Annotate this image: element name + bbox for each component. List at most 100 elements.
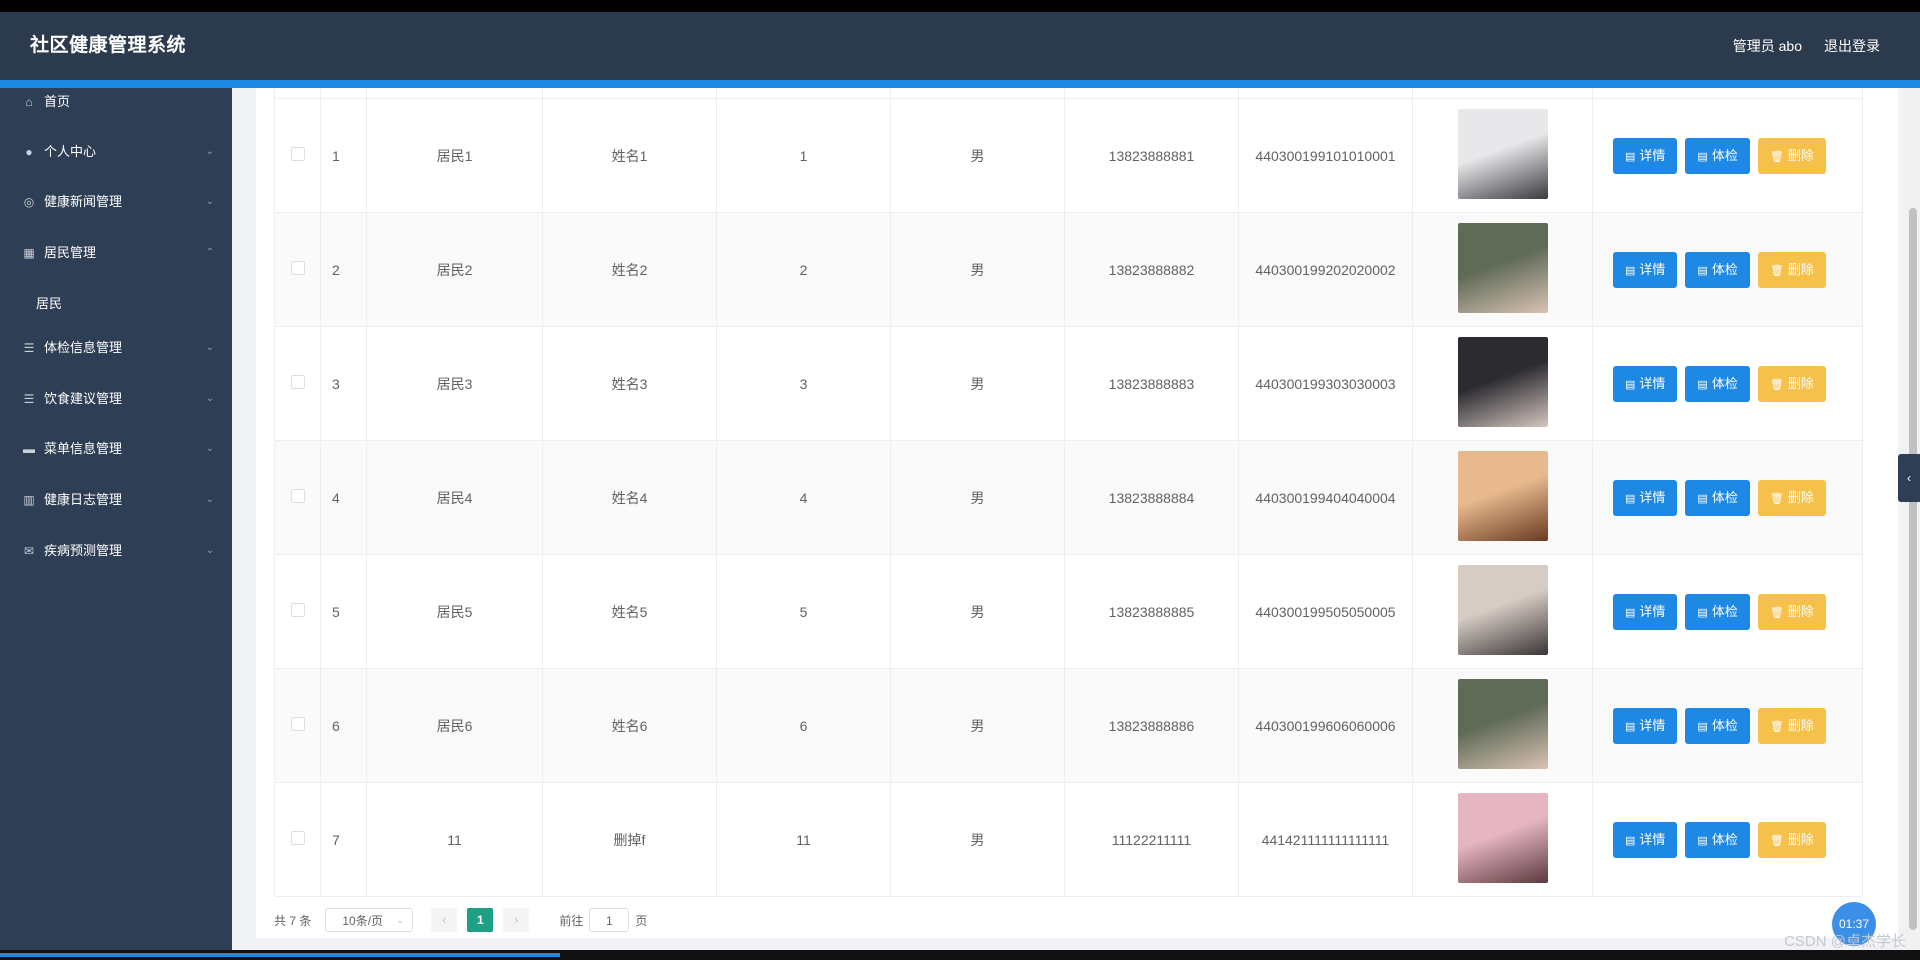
table-body: 1 居民1 姓名1 1 男 13823888881 440300199101010001 ▤ 详…	[274, 88, 1863, 897]
document-icon: ▤	[1625, 606, 1636, 619]
document-icon: ▤	[1697, 378, 1708, 391]
row-checkbox[interactable]	[290, 489, 305, 503]
scrollbar-thumb[interactable]	[1909, 208, 1917, 930]
sidebar-item-diet-advice[interactable]: ☰ 饮食建议管理 ⌄	[0, 379, 232, 419]
sidebar-item-resident-management[interactable]: ▦ 居民管理 ⌃	[0, 233, 232, 273]
resident-photo[interactable]	[1457, 337, 1548, 427]
row-checkbox[interactable]	[290, 603, 305, 617]
checkup-label: 体检	[1711, 147, 1738, 163]
document-icon: ▤	[1625, 378, 1636, 391]
idcard-cell: 440300199303030003	[1238, 326, 1413, 441]
row-checkbox-cell	[274, 98, 321, 213]
sidebar-item-label: 个人中心	[44, 144, 97, 159]
document-icon: ▤	[1697, 150, 1708, 163]
checkup-button[interactable]: ▤ 体检	[1685, 251, 1750, 288]
sidebar: ⌂ 首页 ● 个人中心 ⌄ ◎ 健康新闻管理 ⌄ ▦ 居民管理 ⌃ 居民 ☰ 体…	[0, 88, 232, 950]
account-cell: 居民3	[366, 326, 543, 441]
checkup-button[interactable]: ▤ 体检	[1685, 707, 1750, 744]
row-checkbox[interactable]	[290, 261, 305, 275]
checkup-button[interactable]: ▤ 体检	[1685, 821, 1750, 858]
row-actions: ▤ 详情 ▤ 体检 🗑 删除	[1593, 251, 1862, 288]
chevron-down-icon: ⌄	[205, 443, 214, 454]
app-title: 社区健康管理系统	[30, 35, 187, 56]
resident-photo[interactable]	[1457, 451, 1548, 541]
delete-button[interactable]: 🗑 删除	[1757, 137, 1826, 174]
video-progress-bar[interactable]	[0, 950, 1920, 960]
resident-photo[interactable]	[1457, 223, 1548, 313]
delete-button[interactable]: 🗑 删除	[1757, 707, 1826, 744]
checkup-button[interactable]: ▤ 体检	[1685, 593, 1750, 630]
row-actions: ▤ 详情 ▤ 体检 🗑 删除	[1593, 365, 1862, 402]
row-checkbox[interactable]	[290, 147, 305, 161]
collapse-toggle-icon[interactable]: ‹	[1898, 454, 1920, 502]
row-index: 1	[320, 98, 367, 213]
sidebar-item-health-log[interactable]: ▥ 健康日志管理 ⌄	[0, 480, 232, 520]
sidebar-item-label: 体检信息管理	[44, 340, 123, 355]
admin-label[interactable]: 管理员 abo	[1732, 38, 1802, 54]
checkup-button[interactable]: ▤ 体检	[1685, 365, 1750, 402]
sidebar-item-health-news[interactable]: ◎ 健康新闻管理 ⌄	[0, 182, 232, 222]
delete-button[interactable]: 🗑 删除	[1757, 365, 1826, 402]
gender-cell: 男	[890, 98, 1065, 213]
row-checkbox[interactable]	[290, 717, 305, 731]
detail-button[interactable]: ▤ 详情	[1613, 707, 1678, 744]
chevron-down-icon: ⌄	[205, 494, 214, 505]
delete-button[interactable]: 🗑 删除	[1757, 593, 1826, 630]
table-row: 5 居民5 姓名5 5 男 13823888885 440300199505050005 ▤ 详…	[274, 554, 1863, 669]
sidebar-item-menu-info[interactable]: ▬ 菜单信息管理 ⌄	[0, 429, 232, 469]
actions-cell: ▤ 详情 ▤ 体检 🗑 删除	[1592, 326, 1863, 441]
delete-button[interactable]: 🗑 删除	[1757, 479, 1826, 516]
row-actions: ▤ 详情 ▤ 体检 🗑 删除	[1593, 821, 1862, 858]
gender-cell: 男	[890, 554, 1065, 669]
detail-button[interactable]: ▤ 详情	[1613, 593, 1678, 630]
photo-cell	[1412, 98, 1593, 213]
row-checkbox[interactable]	[290, 375, 305, 389]
resident-photo[interactable]	[1457, 565, 1548, 655]
photo-cell	[1412, 554, 1593, 669]
pagination: 共 7 条 10条/页 ⌄ ‹ 1 › 前往 1 页	[274, 906, 647, 934]
logout-button[interactable]: 退出登录	[1824, 38, 1880, 54]
resident-photo[interactable]	[1457, 793, 1548, 883]
goto-page-input[interactable]: 1	[589, 908, 630, 932]
document-icon: ▤	[1625, 834, 1636, 847]
trash-icon: 🗑	[1769, 378, 1784, 391]
detail-button[interactable]: ▤ 详情	[1613, 251, 1678, 288]
detail-button[interactable]: ▤ 详情	[1613, 365, 1678, 402]
delete-button[interactable]: 🗑 删除	[1757, 821, 1826, 858]
main-content: 1 居民1 姓名1 1 男 13823888881 440300199101010001 ▤ 详…	[232, 88, 1920, 950]
document-icon: ▤	[1697, 834, 1708, 847]
phone-cell: 13823888881	[1064, 98, 1239, 213]
sidebar-item-checkup-info[interactable]: ☰ 体检信息管理 ⌄	[0, 328, 232, 368]
sidebar-item-personal-center[interactable]: ● 个人中心 ⌄	[0, 132, 232, 172]
idcard-cell: 441421111111111111	[1238, 782, 1413, 897]
actions-cell: ▤ 详情 ▤ 体检 🗑 删除	[1592, 554, 1863, 669]
checkup-button[interactable]: ▤ 体检	[1685, 479, 1750, 516]
page-size-select[interactable]: 10条/页 ⌄	[325, 908, 414, 932]
detail-button[interactable]: ▤ 详情	[1613, 137, 1678, 174]
trash-icon: 🗑	[1769, 606, 1784, 619]
detail-button[interactable]: ▤ 详情	[1613, 479, 1678, 516]
phone-cell: 11122211111	[1064, 782, 1239, 897]
sidebar-item-disease-prediction[interactable]: ✉ 疾病预测管理 ⌄	[0, 531, 232, 571]
row-actions: ▤ 详情 ▤ 体检 🗑 删除	[1593, 479, 1862, 516]
trash-icon: 🗑	[1769, 720, 1784, 733]
name-cell: 姓名2	[542, 212, 717, 327]
sidebar-subitem-resident[interactable]: 居民	[0, 284, 232, 324]
checkup-button[interactable]: ▤ 体检	[1685, 137, 1750, 174]
page-size-value: 10条/页	[342, 914, 384, 928]
detail-button[interactable]: ▤ 详情	[1613, 821, 1678, 858]
delete-button[interactable]: 🗑 删除	[1757, 251, 1826, 288]
next-page-button[interactable]: ›	[503, 908, 530, 932]
table-row: 4 居民4 姓名4 4 男 13823888884 440300199404040004 ▤ 详…	[274, 440, 1863, 555]
page-number-1[interactable]: 1	[467, 908, 494, 932]
vertical-scrollbar[interactable]	[1906, 88, 1920, 950]
row-index: 2	[320, 212, 367, 327]
resident-photo[interactable]	[1457, 679, 1548, 769]
row-checkbox[interactable]	[290, 831, 305, 845]
phone-cell: 13823888883	[1064, 326, 1239, 441]
resident-photo[interactable]	[1457, 109, 1548, 199]
name-cell: 姓名4	[542, 440, 717, 555]
sidebar-item-home[interactable]: ⌂ 首页	[0, 82, 232, 122]
prev-page-button[interactable]: ‹	[431, 908, 458, 932]
actions-cell: ▤ 详情 ▤ 体检 🗑 删除	[1592, 98, 1863, 213]
